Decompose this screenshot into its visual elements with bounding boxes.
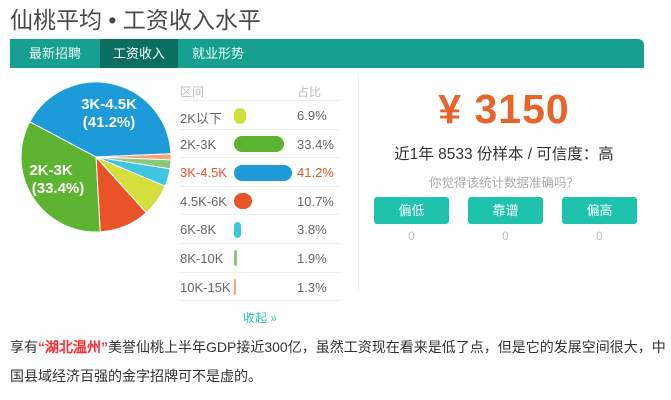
svg-text:(41.2%): (41.2%) bbox=[83, 114, 136, 131]
svg-text:3K-4.5K: 3K-4.5K bbox=[81, 96, 137, 113]
svg-text:(33.4%): (33.4%) bbox=[32, 180, 85, 197]
svg-text:2K-3K: 2K-3K bbox=[29, 162, 73, 179]
